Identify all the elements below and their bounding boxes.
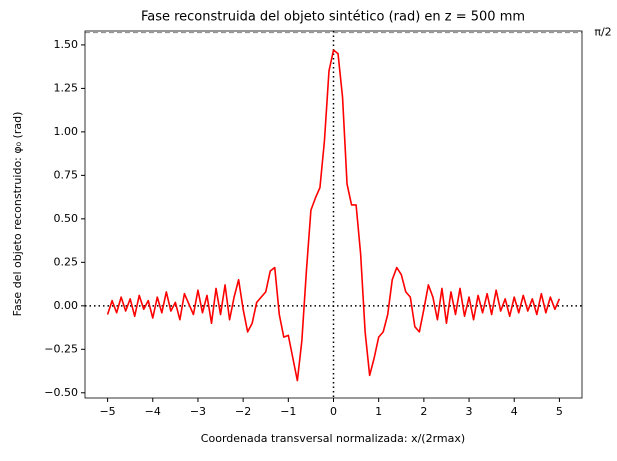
x-tick-label: 2	[420, 405, 427, 418]
x-tick-label: 5	[556, 405, 563, 418]
y-tick-label: −0.50	[44, 386, 78, 399]
y-tick-label: 1.50	[54, 38, 79, 51]
plot-frame	[84, 30, 583, 399]
y-tick-label: −0.25	[44, 342, 78, 355]
annotation: π/2	[594, 26, 611, 39]
y-axis-label: Fase del objeto reconstruido: φ₀ (rad)	[11, 112, 24, 317]
x-tick-label: 4	[511, 405, 518, 418]
x-tick-label: −3	[190, 405, 206, 418]
y-tick-label: 1.00	[54, 125, 79, 138]
x-tick-label: −5	[99, 405, 115, 418]
chart-title: Fase reconstruida del objeto sintético (…	[141, 10, 525, 25]
y-tick-label: 0.25	[54, 255, 79, 268]
data-line	[106, 49, 561, 382]
y-tick-label: 0.75	[54, 168, 79, 181]
x-tick-label: 0	[330, 405, 337, 418]
y-tick-label: 0.50	[54, 212, 79, 225]
x-tick-label: 1	[375, 405, 382, 418]
x-tick-label: −2	[235, 405, 251, 418]
x-axis-label: Coordenada transversal normalizada: x/(2…	[201, 432, 465, 445]
x-tick-label: −1	[280, 405, 296, 418]
y-tick-label: 0.00	[54, 299, 79, 312]
x-tick-label: 3	[466, 405, 473, 418]
y-tick-label: 1.25	[54, 81, 79, 94]
x-tick-label: −4	[145, 405, 161, 418]
